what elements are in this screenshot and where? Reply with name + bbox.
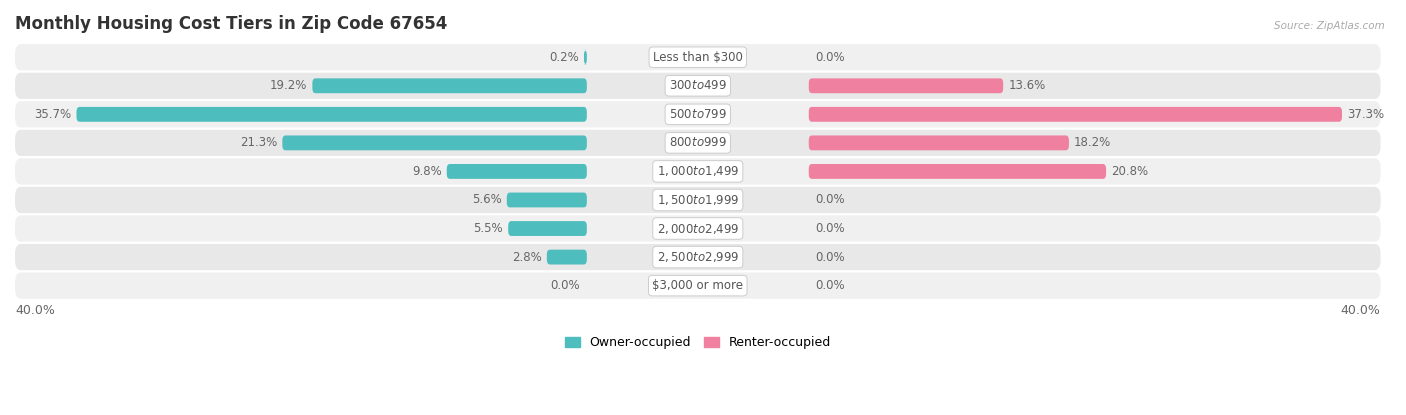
Text: $1,000 to $1,499: $1,000 to $1,499 — [657, 164, 740, 178]
FancyBboxPatch shape — [15, 158, 1381, 185]
FancyBboxPatch shape — [15, 73, 1381, 99]
Text: 40.0%: 40.0% — [15, 304, 55, 317]
Text: $500 to $799: $500 to $799 — [669, 108, 727, 121]
Legend: Owner-occupied, Renter-occupied: Owner-occupied, Renter-occupied — [560, 331, 837, 354]
Text: $2,500 to $2,999: $2,500 to $2,999 — [657, 250, 740, 264]
FancyBboxPatch shape — [447, 164, 586, 179]
Text: $1,500 to $1,999: $1,500 to $1,999 — [657, 193, 740, 207]
Text: Monthly Housing Cost Tiers in Zip Code 67654: Monthly Housing Cost Tiers in Zip Code 6… — [15, 15, 447, 33]
Text: 2.8%: 2.8% — [512, 251, 541, 264]
Text: $3,000 or more: $3,000 or more — [652, 279, 744, 292]
Text: 18.2%: 18.2% — [1074, 137, 1111, 149]
FancyBboxPatch shape — [15, 215, 1381, 242]
Text: 19.2%: 19.2% — [270, 79, 308, 92]
Text: 0.0%: 0.0% — [815, 279, 845, 292]
FancyBboxPatch shape — [283, 135, 586, 150]
Text: 0.0%: 0.0% — [815, 51, 845, 64]
FancyBboxPatch shape — [15, 244, 1381, 270]
Text: $800 to $999: $800 to $999 — [669, 137, 727, 149]
FancyBboxPatch shape — [76, 107, 586, 122]
Text: 0.2%: 0.2% — [550, 51, 579, 64]
Text: 0.0%: 0.0% — [815, 222, 845, 235]
FancyBboxPatch shape — [547, 250, 586, 264]
FancyBboxPatch shape — [15, 130, 1381, 156]
FancyBboxPatch shape — [508, 221, 586, 236]
Text: 37.3%: 37.3% — [1347, 108, 1385, 121]
Text: 0.0%: 0.0% — [815, 251, 845, 264]
Text: 5.6%: 5.6% — [472, 193, 502, 207]
FancyBboxPatch shape — [808, 107, 1341, 122]
Text: 0.0%: 0.0% — [550, 279, 581, 292]
Text: $300 to $499: $300 to $499 — [669, 79, 727, 92]
Text: 0.0%: 0.0% — [815, 193, 845, 207]
FancyBboxPatch shape — [808, 78, 1002, 93]
Text: Source: ZipAtlas.com: Source: ZipAtlas.com — [1274, 21, 1385, 31]
FancyBboxPatch shape — [15, 273, 1381, 299]
Text: 35.7%: 35.7% — [34, 108, 72, 121]
Text: 5.5%: 5.5% — [474, 222, 503, 235]
FancyBboxPatch shape — [312, 78, 586, 93]
FancyBboxPatch shape — [506, 193, 586, 208]
Text: 40.0%: 40.0% — [1341, 304, 1381, 317]
FancyBboxPatch shape — [15, 44, 1381, 71]
FancyBboxPatch shape — [15, 101, 1381, 127]
Text: 20.8%: 20.8% — [1111, 165, 1149, 178]
FancyBboxPatch shape — [808, 164, 1107, 179]
Text: 9.8%: 9.8% — [412, 165, 441, 178]
Text: 21.3%: 21.3% — [240, 137, 277, 149]
FancyBboxPatch shape — [15, 187, 1381, 213]
Text: 13.6%: 13.6% — [1008, 79, 1046, 92]
FancyBboxPatch shape — [808, 135, 1069, 150]
FancyBboxPatch shape — [583, 50, 588, 65]
Text: $2,000 to $2,499: $2,000 to $2,499 — [657, 222, 740, 236]
Text: Less than $300: Less than $300 — [652, 51, 742, 64]
